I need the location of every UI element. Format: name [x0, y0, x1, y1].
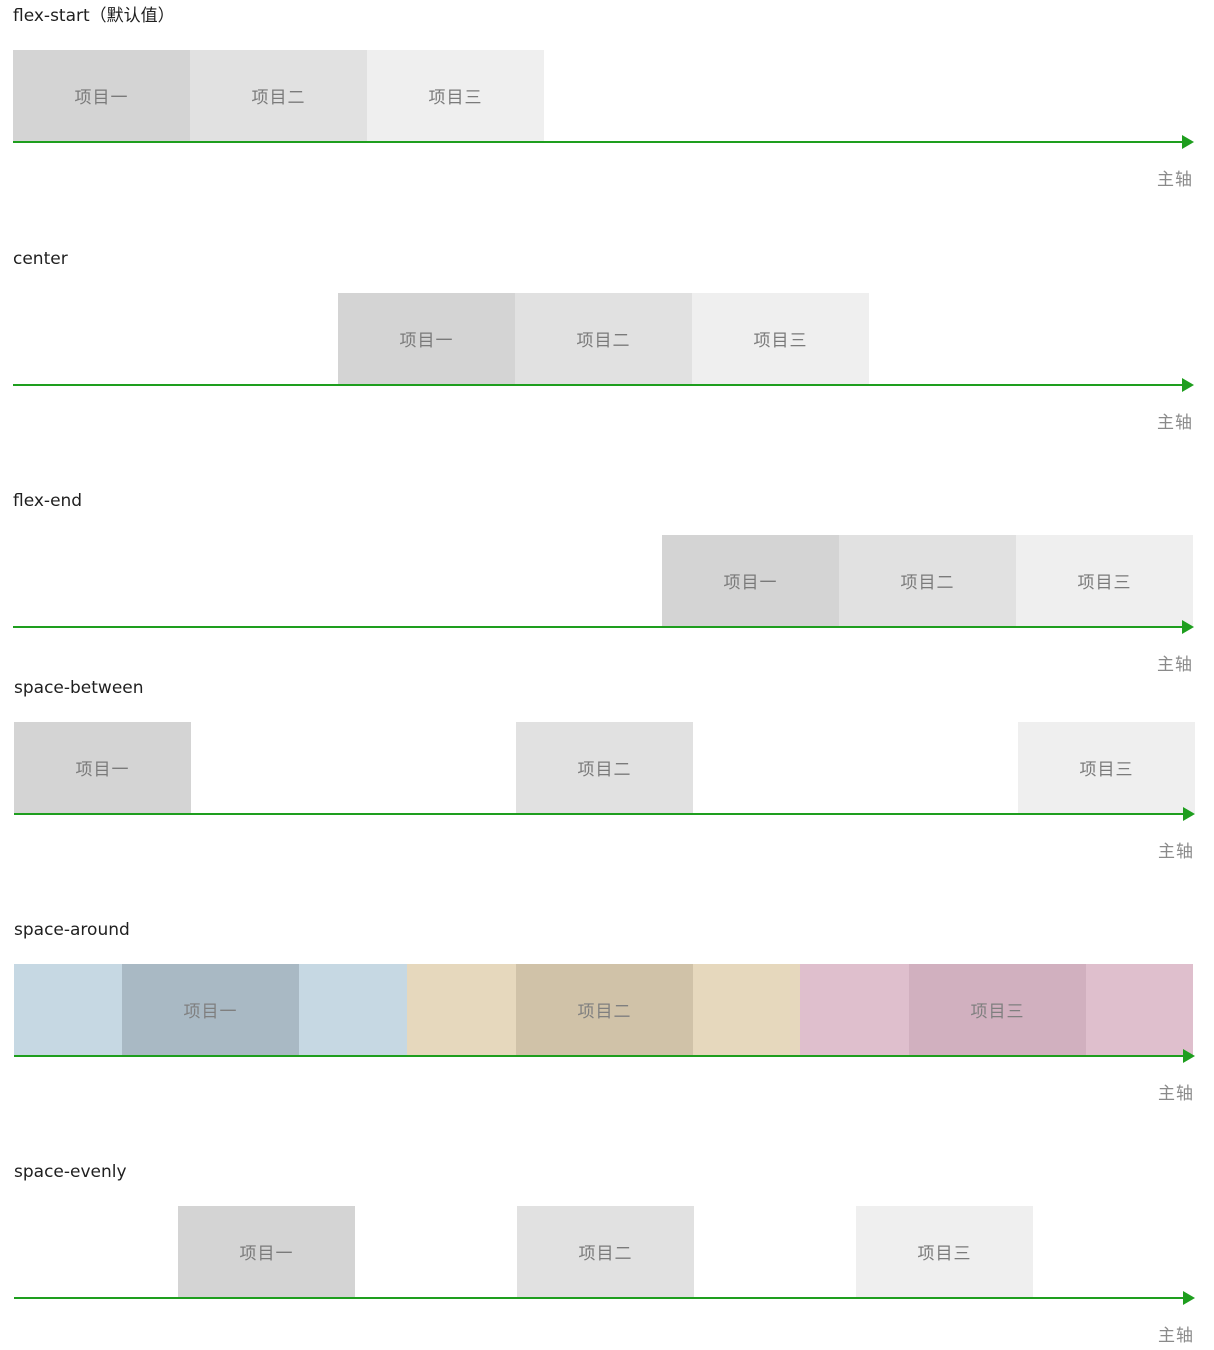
axis-arrow-icon: [1183, 1049, 1195, 1063]
main-axis-line: [13, 626, 1183, 628]
main-axis-line: [13, 384, 1183, 386]
section-title-center: center: [13, 249, 68, 269]
item-3: 项目三: [692, 293, 869, 384]
axis-arrow-icon: [1182, 378, 1194, 392]
axis-arrow-icon: [1183, 1291, 1195, 1305]
item-3: 项目三: [1016, 535, 1193, 626]
item-1: 项目一: [662, 535, 839, 626]
item-3: 项目三: [909, 964, 1086, 1055]
section-title-flex-start: flex-start（默认值）: [13, 6, 175, 26]
item-2: 项目二: [516, 722, 693, 813]
axis-arrow-icon: [1182, 620, 1194, 634]
main-axis-label: 主轴: [1158, 1084, 1194, 1104]
item-2: 项目二: [515, 293, 692, 384]
main-axis-line: [14, 1297, 1184, 1299]
item-1: 项目一: [178, 1206, 355, 1297]
item-1: 项目一: [13, 50, 190, 141]
space-around-region-2: 项目二: [407, 964, 800, 1055]
item-2: 项目二: [516, 964, 693, 1055]
section-title-space-around: space-around: [14, 920, 130, 940]
section-title-space-between: space-between: [14, 678, 144, 698]
item-1: 项目一: [14, 722, 191, 813]
item-2: 项目二: [839, 535, 1016, 626]
section-title-space-evenly: space-evenly: [14, 1162, 127, 1182]
item-3: 项目三: [856, 1206, 1033, 1297]
main-axis-label: 主轴: [1157, 655, 1193, 675]
item-1: 项目一: [338, 293, 515, 384]
section-title-flex-end: flex-end: [13, 491, 83, 511]
main-axis-label: 主轴: [1158, 1326, 1194, 1346]
space-around-region-1: 项目一: [14, 964, 407, 1055]
space-around-region-3: 项目三: [800, 964, 1193, 1055]
item-2: 项目二: [190, 50, 367, 141]
item-3: 项目三: [1018, 722, 1195, 813]
main-axis-label: 主轴: [1158, 842, 1194, 862]
item-3: 项目三: [367, 50, 544, 141]
item-2: 项目二: [517, 1206, 694, 1297]
item-1: 项目一: [122, 964, 299, 1055]
main-axis-line: [14, 813, 1184, 815]
main-axis-label: 主轴: [1157, 413, 1193, 433]
axis-arrow-icon: [1182, 135, 1194, 149]
axis-arrow-icon: [1183, 807, 1195, 821]
main-axis-line: [13, 141, 1183, 143]
main-axis-label: 主轴: [1157, 170, 1193, 190]
main-axis-line: [14, 1055, 1184, 1057]
